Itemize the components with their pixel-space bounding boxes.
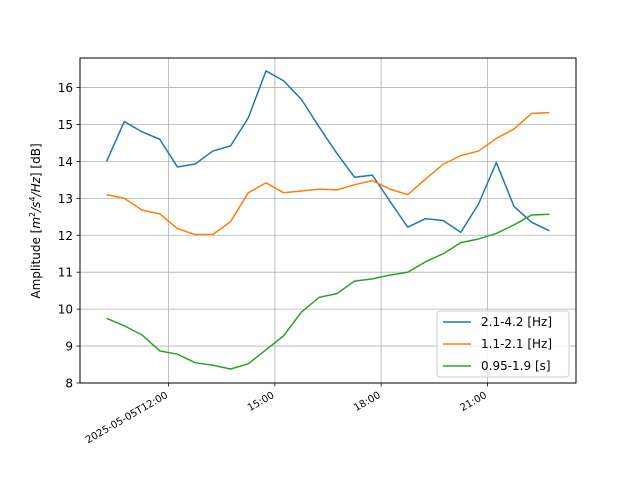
y-tick-label-7: 15	[58, 118, 73, 132]
legend-label-1: 1.1-2.1 [Hz]	[481, 337, 552, 351]
y-tick-label-4: 12	[58, 229, 73, 243]
legend-box	[436, 310, 570, 378]
series-line-0	[105, 70, 550, 234]
y-tick-label-6: 14	[58, 155, 73, 169]
y-ticks: 8 9 10 11 12 13 14 15 16	[58, 81, 80, 391]
plot-frame	[79, 57, 577, 384]
y-tick-label-1: 9	[65, 340, 73, 354]
legend: 2.1-4.2 [Hz] 1.1-2.1 [Hz] 0.95-1.9 [s]	[436, 310, 570, 378]
y-axis-label: Amplitude [m2/s4/Hz] [dB]	[28, 143, 43, 298]
series-lines	[105, 70, 550, 370]
y-tick-label-5: 13	[58, 192, 73, 206]
legend-label-0: 2.1-4.2 [Hz]	[481, 315, 552, 329]
y-tick-label-2: 10	[58, 303, 73, 317]
y-tick-label-8: 16	[58, 81, 73, 95]
y-tick-label-0: 8	[65, 377, 73, 391]
series-line-1	[106, 111, 550, 236]
legend-label-2: 0.95-1.9 [s]	[481, 359, 551, 373]
series-line-2	[106, 213, 550, 370]
y-tick-label-3: 11	[58, 266, 73, 280]
